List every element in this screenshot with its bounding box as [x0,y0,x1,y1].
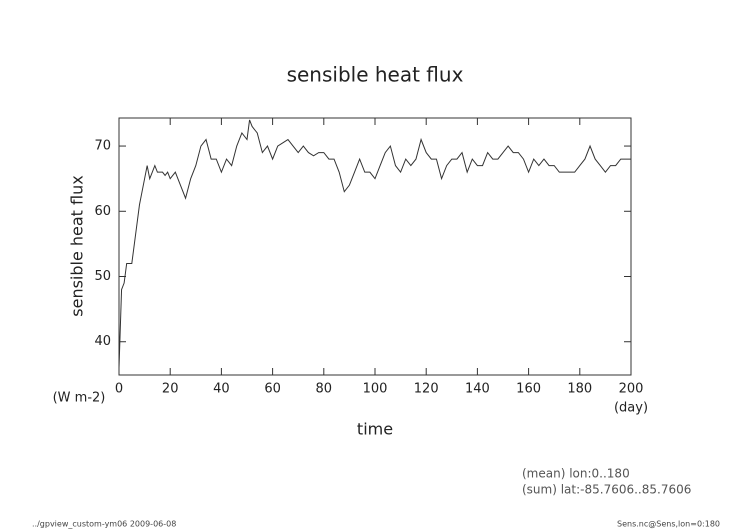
chart-title: sensible heat flux [287,63,464,87]
y-tick-label: 70 [94,139,111,154]
footer: Sens.nc@Sens,lon=0:180 [617,520,720,529]
x-tick-label: 100 [363,382,388,397]
footer: ../gpview_custom-ym06 2009-06-08 [32,520,176,529]
x-tick-label: 20 [162,382,179,397]
x-tick-label: 120 [414,382,439,397]
x-tick-label: 180 [567,382,592,397]
x-tick-label: 160 [516,382,541,397]
x-axis-label: time [357,420,393,439]
y-axis-label: sensible heat flux [68,175,87,316]
y-tick-label: 60 [94,204,111,219]
y-unit: (W m-2) [53,391,106,406]
data-line [118,119,631,368]
x-tick-label: 140 [465,382,490,397]
x-tick-label: 40 [213,382,230,397]
x-tick-label: 0 [115,382,123,397]
plot-frame [118,117,632,376]
x-unit: (day) [614,401,648,416]
annotation: (sum) lat:-85.7606..85.7606 [522,483,691,497]
x-tick-label: 80 [316,382,333,397]
annotation: (mean) lon:0..180 [522,467,630,481]
x-tick-label: 60 [264,382,281,397]
y-tick-label: 40 [94,334,111,349]
x-tick-label: 200 [619,382,644,397]
y-tick-label: 50 [94,269,111,284]
